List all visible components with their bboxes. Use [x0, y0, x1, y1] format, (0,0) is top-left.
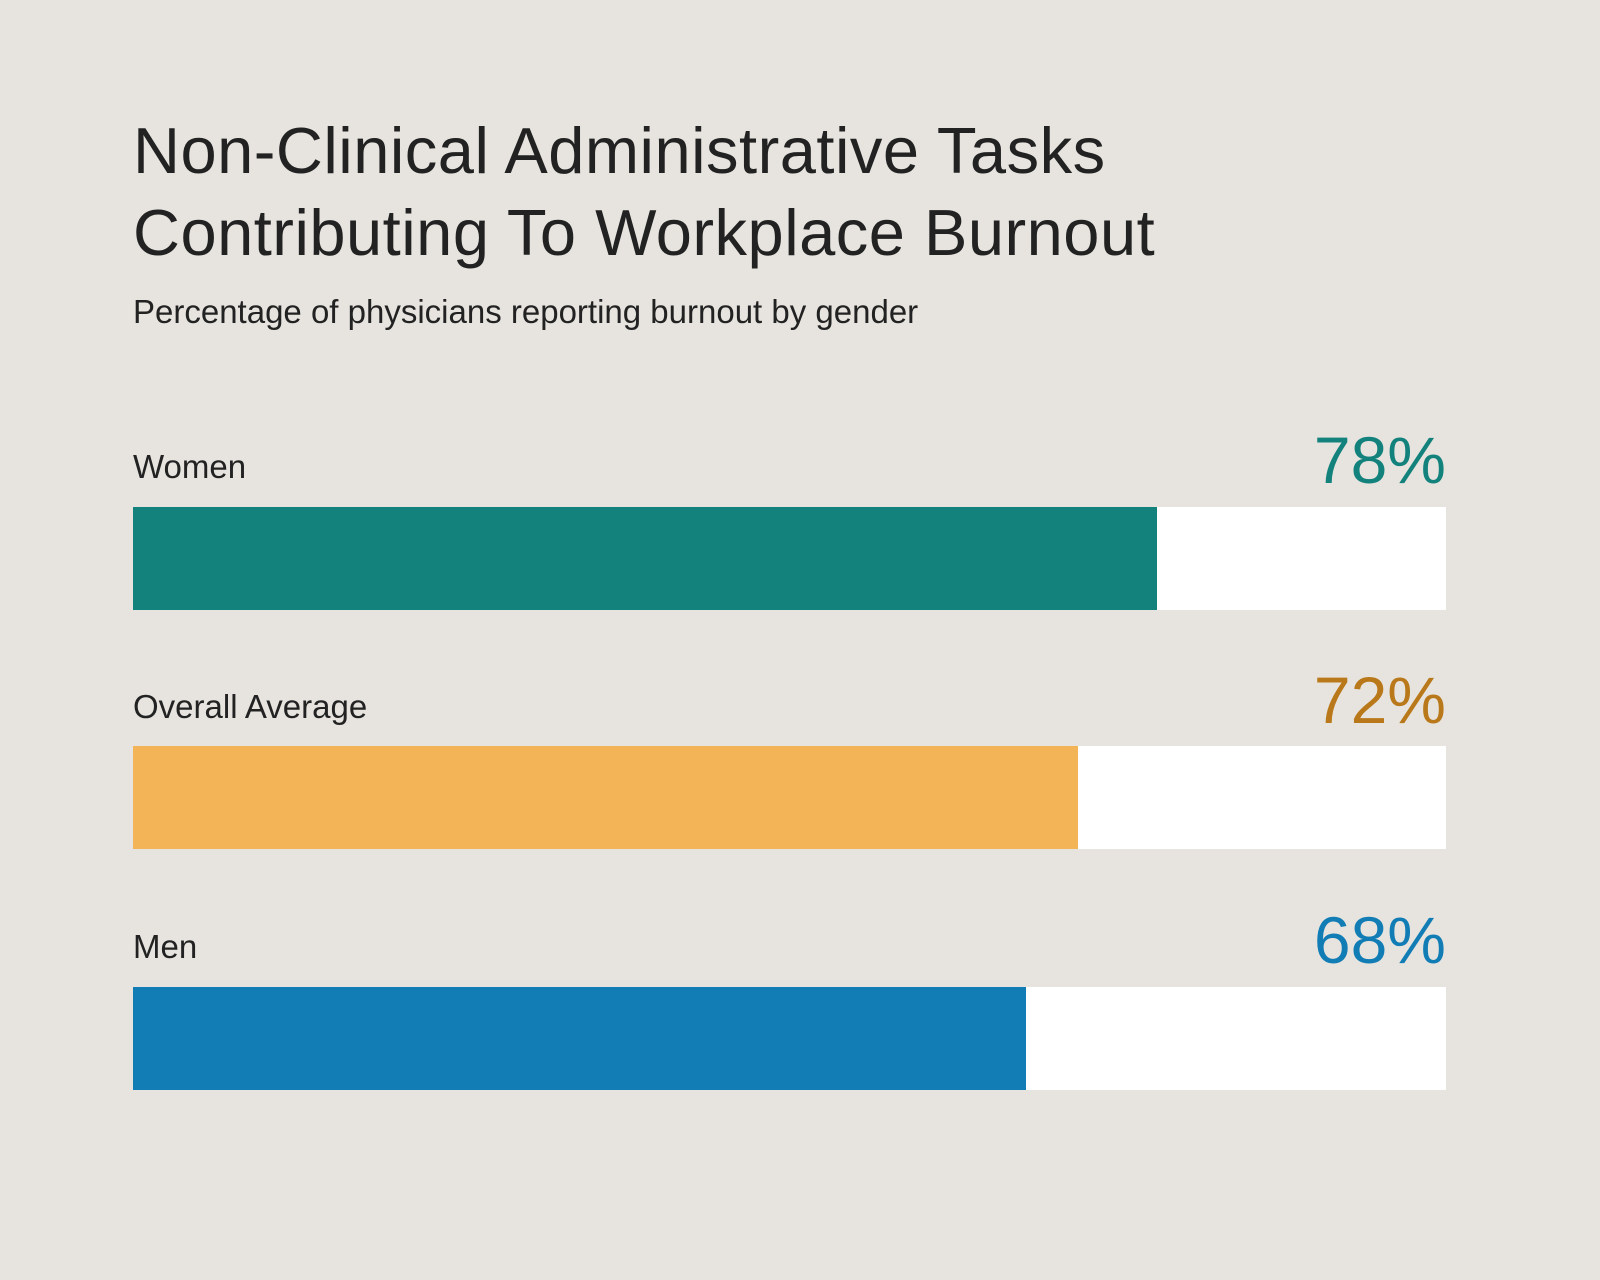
value-label: 78%	[1313, 423, 1446, 497]
category-label: Men	[133, 928, 198, 965]
bar-track	[133, 507, 1446, 610]
bar	[133, 746, 1079, 849]
bar	[133, 507, 1158, 610]
title-line-1: Non-Clinical Administrative Tasks	[133, 114, 1106, 187]
category-label: Women	[133, 448, 247, 485]
chart-title: Non-Clinical Administrative Tasks Contrib…	[133, 110, 1155, 274]
bar-track	[133, 746, 1446, 849]
chart-subtitle: Percentage of physicians reporting burno…	[133, 293, 919, 330]
value-label: 68%	[1313, 903, 1446, 977]
bar-row: Overall Average 72%	[133, 665, 1446, 855]
bar-row: Men 68%	[133, 905, 1446, 1095]
title-line-2: Contributing To Workplace Burnout	[133, 196, 1156, 269]
bar	[133, 987, 1026, 1090]
category-label: Overall Average	[133, 688, 368, 725]
bar-track	[133, 987, 1446, 1090]
value-label: 72%	[1313, 663, 1446, 737]
bar-row: Women 78%	[133, 425, 1446, 615]
